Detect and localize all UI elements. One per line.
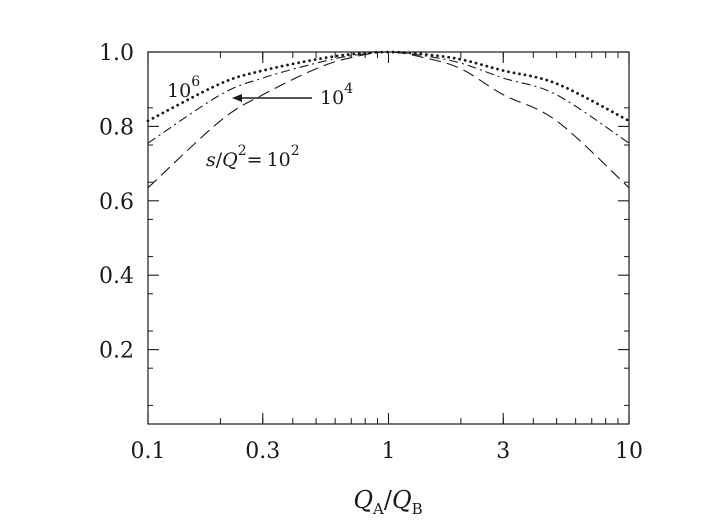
x-tick-label: 10 — [615, 439, 643, 464]
x-tick-label: 0.3 — [245, 439, 280, 464]
series-line-dotted — [146, 50, 631, 123]
x-axis-label: QA/QB — [353, 486, 422, 518]
series-line-dashed — [147, 51, 630, 189]
y-tick-label: 0.2 — [99, 339, 134, 364]
annotation-1e4: 104 — [320, 81, 353, 109]
annotation-1e6: 106 — [167, 74, 200, 102]
minor-ticks — [148, 52, 629, 424]
x-tick-label: 3 — [496, 439, 510, 464]
tick-labels: 0.1 0.3 1 3 10 0.2 0.4 0.6 0.8 1.0 — [99, 41, 643, 464]
y-tick-label: 0.8 — [99, 115, 134, 140]
y-tick-label: 1.0 — [99, 41, 134, 66]
curves — [146, 50, 631, 189]
y-tick-label: 0.6 — [99, 190, 134, 215]
x-tick-label: 1 — [382, 439, 396, 464]
major-ticks — [147, 51, 630, 424]
y-tick-label: 0.4 — [99, 264, 134, 289]
plot-frame — [147, 51, 630, 425]
x-tick-label: 0.1 — [131, 439, 166, 464]
annotation-1e2: s/Q2= 102 — [206, 143, 300, 171]
series-line-dashdot — [147, 51, 630, 144]
